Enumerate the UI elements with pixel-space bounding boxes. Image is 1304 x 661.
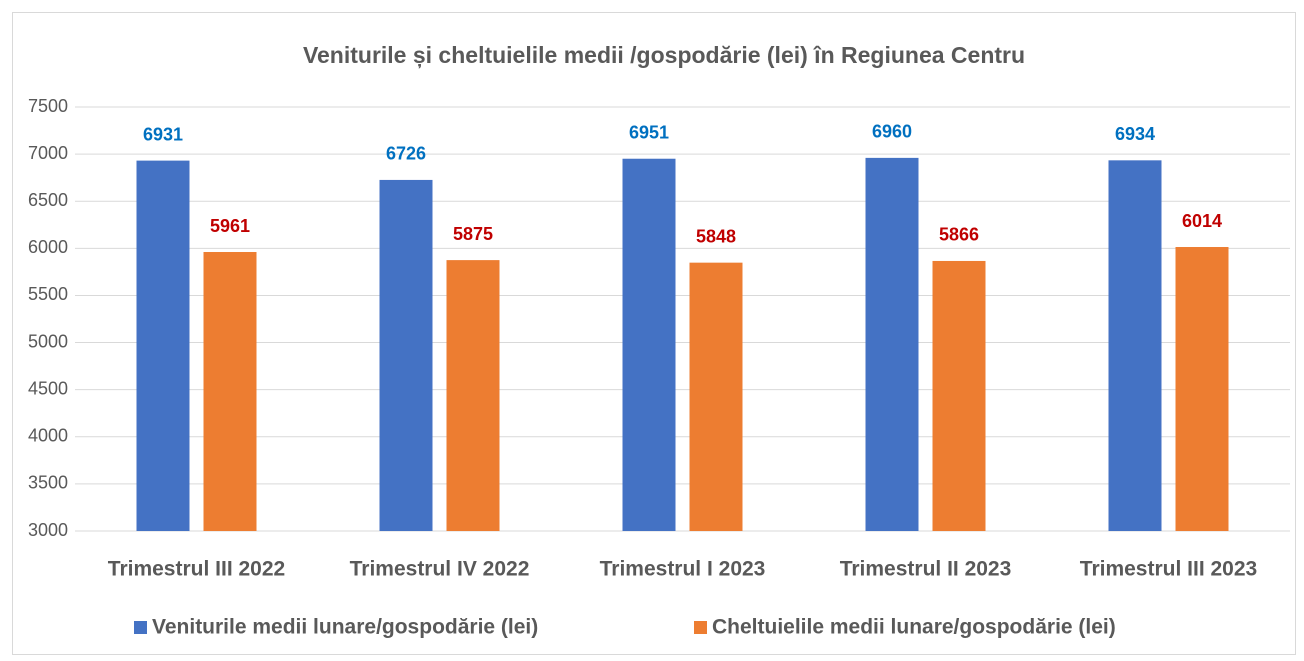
bar <box>622 158 676 531</box>
y-tick-label: 3000 <box>28 520 68 540</box>
bar <box>136 160 190 532</box>
y-tick-label: 5500 <box>28 284 68 304</box>
x-tick-label: Trimestrul I 2023 <box>600 558 766 581</box>
bar <box>689 262 743 531</box>
data-label: 6014 <box>1182 211 1222 231</box>
x-tick-label: Trimestrul II 2023 <box>840 558 1012 581</box>
x-tick-label: Trimestrul III 2023 <box>1080 558 1257 581</box>
data-label: 6931 <box>143 124 183 144</box>
chart-title: Veniturile și cheltuielile medii /gospod… <box>303 42 1025 69</box>
bar <box>446 260 500 531</box>
y-tick-label: 4500 <box>28 378 68 398</box>
y-tick-label: 4000 <box>28 426 68 446</box>
bar <box>1108 160 1162 531</box>
y-tick-label: 7500 <box>28 96 68 116</box>
x-tick-label: Trimestrul IV 2022 <box>350 558 530 581</box>
y-tick-label: 7000 <box>28 143 68 163</box>
data-label: 6951 <box>629 122 669 142</box>
data-label: 5875 <box>453 224 493 244</box>
bar <box>865 157 919 531</box>
y-tick-label: 6000 <box>28 237 68 257</box>
data-label: 6934 <box>1115 124 1155 144</box>
legend-label: Cheltuielile medii lunare/gospodărie (le… <box>712 616 1116 639</box>
data-label: 5961 <box>210 216 250 236</box>
y-tick-label: 3500 <box>28 473 68 493</box>
legend-swatch <box>694 621 707 634</box>
legend-swatch <box>134 621 147 634</box>
data-label: 5866 <box>939 225 979 245</box>
bar <box>1175 247 1229 531</box>
data-label: 6726 <box>386 144 426 164</box>
y-tick-label: 5000 <box>28 331 68 351</box>
data-label: 6960 <box>872 122 912 142</box>
y-tick-label: 6500 <box>28 190 68 210</box>
legend-label: Veniturile medii lunare/gospodărie (lei) <box>152 616 538 639</box>
bar <box>932 260 986 531</box>
bar <box>203 252 257 531</box>
data-label: 5848 <box>696 226 736 246</box>
x-tick-label: Trimestrul III 2022 <box>108 558 285 581</box>
bar <box>379 179 433 532</box>
